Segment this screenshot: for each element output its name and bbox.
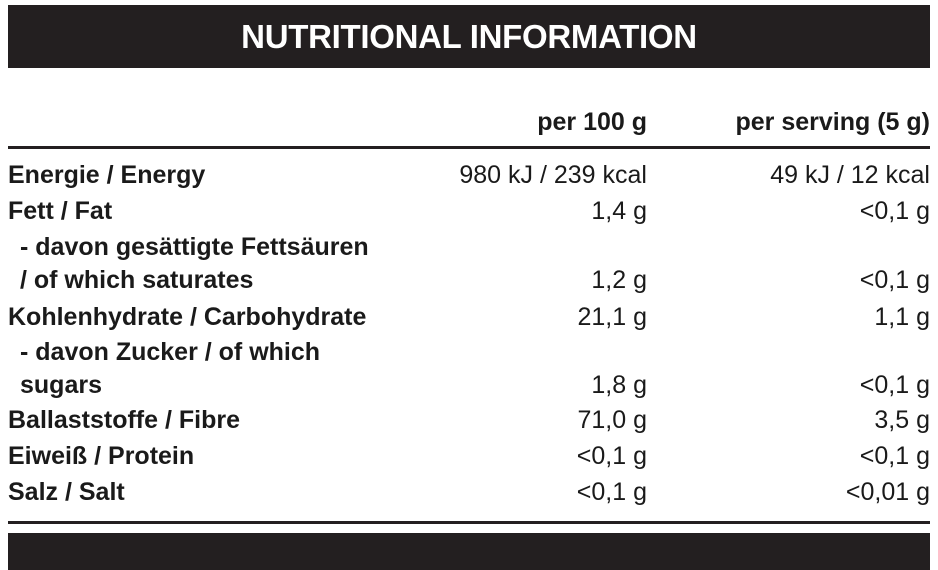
footer-divider bbox=[8, 521, 930, 524]
table-row-protein: Eiweiß / Protein <0,1 g <0,1 g bbox=[8, 442, 930, 478]
table-row-saturates-line1: - davon gesättigte Fettsäuren bbox=[8, 233, 930, 269]
table-row-fat: Fett / Fat 1,4 g <0,1 g bbox=[8, 197, 930, 233]
value-per-100g: 21,1 g bbox=[577, 303, 647, 331]
row-label-continued: / of which saturates bbox=[20, 266, 254, 294]
title-bar: NUTRITIONAL INFORMATION bbox=[8, 5, 930, 68]
row-label: Kohlenhydrate / Carbohydrate bbox=[8, 303, 367, 331]
row-label-continued: sugars bbox=[20, 371, 102, 399]
value-per-100g: <0,1 g bbox=[576, 442, 647, 470]
row-label: Ballaststoffe / Fibre bbox=[8, 406, 240, 434]
footer-bar bbox=[8, 533, 930, 570]
value-per-100g: 1,8 g bbox=[591, 371, 647, 399]
value-per-100g: <0,1 g bbox=[576, 478, 647, 506]
value-per-serving: <0,1 g bbox=[859, 371, 930, 399]
table-row-saturates: / of which saturates 1,2 g <0,1 g bbox=[8, 266, 930, 302]
value-per-100g: 1,4 g bbox=[591, 197, 647, 225]
row-label: - davon gesättigte Fettsäuren bbox=[20, 233, 369, 261]
column-header-per-serving: per serving (5 g) bbox=[735, 108, 931, 136]
table-row-sugars-line1: - davon Zucker / of which bbox=[8, 338, 930, 374]
value-per-100g: 71,0 g bbox=[577, 406, 647, 434]
value-per-serving: 3,5 g bbox=[874, 406, 930, 434]
value-per-serving: <0,1 g bbox=[859, 197, 930, 225]
row-label: Energie / Energy bbox=[8, 161, 206, 189]
table-row-carbohydrate: Kohlenhydrate / Carbohydrate 21,1 g 1,1 … bbox=[8, 303, 930, 339]
table-row-salt: Salz / Salt <0,1 g <0,01 g bbox=[8, 478, 930, 514]
page-title: NUTRITIONAL INFORMATION bbox=[241, 17, 697, 55]
row-label: - davon Zucker / of which bbox=[20, 338, 321, 366]
row-label: Salz / Salt bbox=[8, 478, 125, 506]
table-row-fibre: Ballaststoffe / Fibre 71,0 g 3,5 g bbox=[8, 406, 930, 442]
value-per-100g: 980 kJ / 239 kcal bbox=[459, 161, 647, 189]
column-header-per-100g: per 100 g bbox=[537, 108, 647, 136]
value-per-serving: <0,1 g bbox=[859, 266, 930, 294]
value-per-serving: <0,1 g bbox=[859, 442, 930, 470]
value-per-serving: 1,1 g bbox=[874, 303, 930, 331]
row-label: Eiweiß / Protein bbox=[8, 442, 195, 470]
value-per-serving: 49 kJ / 12 kcal bbox=[770, 161, 930, 189]
row-label: Fett / Fat bbox=[8, 197, 113, 225]
header-divider bbox=[8, 146, 930, 149]
value-per-serving: <0,01 g bbox=[845, 478, 930, 506]
value-per-100g: 1,2 g bbox=[591, 266, 647, 294]
table-row-energy: Energie / Energy 980 kJ / 239 kcal 49 kJ… bbox=[8, 161, 930, 197]
table-row-sugars: sugars 1,8 g <0,1 g bbox=[8, 371, 930, 407]
